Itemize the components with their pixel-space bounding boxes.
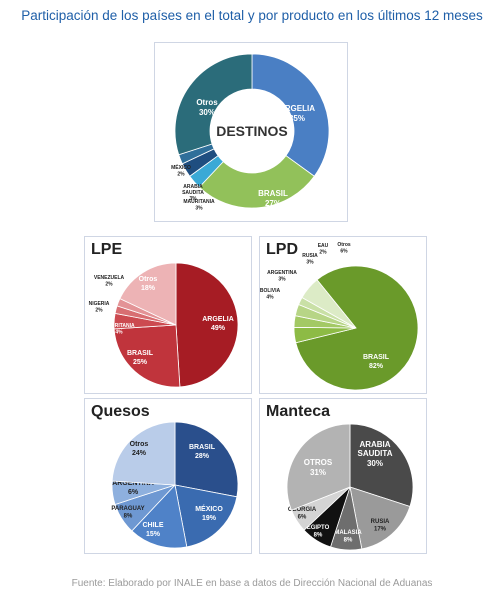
label-rusia: RUSIA 17% [371, 519, 390, 533]
label-otros: Otros 30% [196, 98, 218, 117]
slice-chile [131, 484, 188, 549]
panel-destinos: ARGELIA 35% BRASIL 27% MAURITANIA 3% ARABIA SAU… [154, 42, 348, 222]
label-georgia: GEORGIA 6% [288, 507, 317, 521]
slice-otros [119, 262, 177, 326]
label-brasil: BRASIL 27% [258, 189, 288, 208]
panel-lpd: LPD BRASIL 82% BOLIVIA 4% ARGENTINA 3% RUSIA 3%… [259, 236, 427, 394]
label-argelia: ARGELIA 35% [279, 104, 315, 123]
label-venezuela: VENEZUELA 2% [94, 275, 125, 287]
panel-quesos: Quesos BRASIL 28% MÉXICO 19% CHILE 15% PARAGUA… [84, 398, 252, 554]
chart-lpd: BRASIL 82% BOLIVIA 4% ARGENTINA 3% RUSIA 3%EAU 2… [260, 242, 419, 391]
slice-otros [286, 423, 351, 511]
label-argentina: ARGENTINA 6% [112, 480, 154, 496]
chart-title-lpd: LPD [266, 241, 298, 258]
slice-brasil [295, 265, 419, 391]
slice-argelia [175, 262, 239, 388]
chart-title-quesos: Quesos [91, 403, 150, 420]
label-nigeria: NIGERIA 2% [89, 301, 110, 313]
label-argentina: ARGENTINA 3% [267, 270, 297, 282]
label-arabia-saudita: ARABIA SAUDITA 3% [182, 184, 204, 202]
label-brasil: BRASIL 25% [127, 350, 154, 366]
chart-quesos: BRASIL 28% MÉXICO 19% CHILE 15% PARAGUAY 8% ARGE… [111, 421, 239, 549]
label-mexico: MÉXICO 2% [171, 163, 191, 177]
label-brasil: BRASIL 28% [189, 444, 216, 460]
label-paraguay: PARAGUAY 8% [111, 506, 144, 520]
label-mauritania: MAURITANIA 4% [103, 323, 135, 335]
chart-title-manteca: Manteca [266, 403, 331, 420]
slice-otros [111, 421, 176, 486]
slice-mexico [174, 484, 238, 548]
label-mexico: MÉXICO 19% [195, 504, 223, 522]
label-bolivia: BOLIVIA 4% [260, 288, 281, 300]
label-argelia: ARGELIA 49% [202, 316, 234, 332]
label-eau: EAU 2% [318, 243, 329, 255]
label-malasia: MALASIA 8% [334, 530, 362, 544]
donut-center-title: DESTINOS [216, 123, 288, 139]
label-otros: OTROS 31% [304, 458, 333, 477]
chart-lpe: ARGELIA 49% BRASIL 25% MAURITANIA 4% NIGERIA 2%… [89, 262, 239, 388]
slice-brasil [113, 324, 181, 388]
slice-argelia [251, 53, 330, 177]
chart-manteca: ARABIA SAUDITA 30% RUSIA 17% MALASIA 8% EGIPTO 8… [286, 423, 414, 551]
label-chile: CHILE 15% [143, 522, 164, 538]
slice-brasil [174, 421, 239, 498]
slice-rusia [349, 486, 411, 550]
label-arabia-saudita: ARABIA SAUDITA 30% [358, 440, 393, 468]
page-title: Participación de los países en el total … [21, 8, 483, 23]
slice-arabia-saudita [349, 423, 414, 507]
label-mauritania: MAURITANIA 3% [183, 199, 215, 211]
label-rusia: RUSIA 3% [302, 253, 318, 265]
panel-manteca: Manteca ARABIA SAUDITA 30% RUSIA 17% MALASIA 8… [259, 398, 427, 554]
label-otros: Otros 24% [130, 441, 149, 457]
slice-otros [301, 279, 357, 329]
label-brasil: BRASIL 82% [363, 354, 390, 370]
source-note: Fuente: Elaborado por INALE en base a da… [71, 578, 433, 589]
panel-lpe: LPE ARGELIA 49% BRASIL 25% MAURITANIA 4% NIGER… [84, 236, 252, 394]
label-otros: Otros 6% [337, 242, 351, 254]
label-otros: Otros 18% [139, 276, 158, 292]
chart-destinos: ARGELIA 35% BRASIL 27% MAURITANIA 3%ARABIA SAU… [171, 53, 330, 211]
slice-otros [174, 53, 253, 156]
label-egipto: EGIPTO 8% [307, 525, 330, 539]
chart-title-lpe: LPE [91, 241, 123, 258]
